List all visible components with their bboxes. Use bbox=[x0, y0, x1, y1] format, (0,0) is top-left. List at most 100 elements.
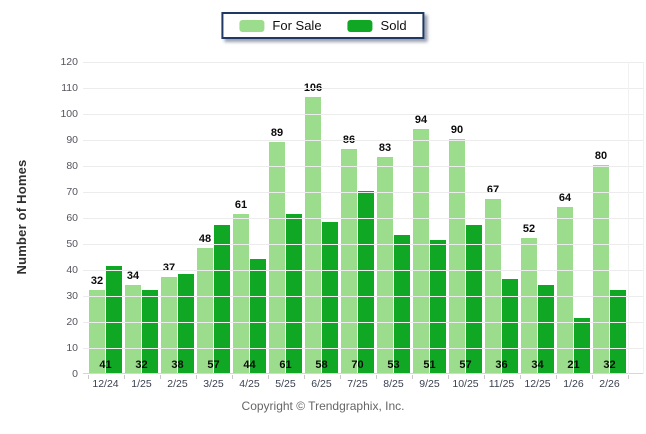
x-axis-tick-label: 3/25 bbox=[203, 378, 224, 390]
bar-value-label-for-sale: 37 bbox=[162, 261, 176, 274]
y-axis-tick-label: 100 bbox=[60, 108, 78, 120]
bar-sold bbox=[610, 289, 626, 373]
legend-item-label: Sold bbox=[380, 18, 407, 33]
bar-value-label-sold: 32 bbox=[135, 359, 148, 371]
x-axis-tick-mark bbox=[87, 375, 89, 379]
bar-groups-container: 32 41 12/24 34 32 1/25 37 38 2/25 48 57 3/25 61 44 4/2… bbox=[89, 61, 629, 390]
y-axis-tick-label: 20 bbox=[66, 316, 78, 328]
gridline bbox=[83, 270, 644, 271]
bar-value-label-sold: 41 bbox=[99, 359, 112, 371]
gridline bbox=[83, 88, 644, 89]
y-axis-tick-label: 10 bbox=[66, 342, 78, 354]
bar-value-label-sold: 61 bbox=[279, 359, 292, 371]
y-axis-tick-label: 120 bbox=[60, 56, 78, 68]
x-axis-tick-mark bbox=[375, 375, 377, 379]
x-axis-tick-mark bbox=[519, 375, 521, 379]
bar-sold bbox=[574, 318, 590, 373]
y-axis-tick-label: 50 bbox=[66, 238, 78, 250]
x-axis-tick-mark bbox=[339, 375, 341, 379]
bar-for-sale bbox=[485, 198, 501, 373]
bar-value-label-for-sale: 61 bbox=[234, 199, 248, 212]
bar-group: 61 44 4/25 bbox=[233, 61, 266, 390]
bar-value-label-for-sale: 64 bbox=[558, 191, 572, 204]
x-axis-tick-label: 12/24 bbox=[92, 378, 119, 390]
bar-sold bbox=[502, 279, 518, 373]
y-axis-tick-label: 60 bbox=[66, 212, 78, 224]
bar-group: 64 21 1/26 bbox=[557, 61, 590, 390]
bar-value-label-sold: 44 bbox=[243, 359, 256, 371]
bar-value-label-sold: 36 bbox=[495, 359, 508, 371]
x-axis-tick-label: 7/25 bbox=[347, 378, 368, 390]
gridline bbox=[83, 218, 644, 219]
legend-swatch-icon bbox=[347, 19, 373, 32]
bar-for-sale bbox=[125, 284, 141, 373]
x-axis-tick-mark bbox=[267, 375, 269, 379]
x-axis-tick-mark bbox=[159, 375, 161, 379]
x-axis-tick-label: 10/25 bbox=[452, 378, 479, 390]
bar-for-sale bbox=[197, 248, 213, 373]
bar-for-sale bbox=[305, 97, 321, 373]
gridline bbox=[83, 296, 644, 297]
bar-value-label-sold: 34 bbox=[531, 359, 544, 371]
x-axis-tick-label: 2/25 bbox=[167, 378, 188, 390]
x-axis-tick-label: 4/25 bbox=[239, 378, 260, 390]
bar-group: 48 57 3/25 bbox=[197, 61, 230, 390]
gridline bbox=[83, 140, 644, 141]
bar-value-label-for-sale: 90 bbox=[450, 124, 464, 136]
bar-value-label-sold: 57 bbox=[207, 359, 220, 371]
bar-group: 32 41 12/24 bbox=[89, 61, 122, 390]
y-axis-tick-label: 70 bbox=[66, 186, 78, 198]
x-axis-tick-label: 6/25 bbox=[311, 378, 332, 390]
x-axis-tick-mark bbox=[303, 375, 305, 379]
gridline bbox=[83, 192, 644, 193]
bar-for-sale bbox=[449, 139, 465, 373]
x-axis-tick-label: 12/25 bbox=[524, 378, 551, 390]
bar-sold bbox=[214, 224, 230, 373]
bar-group: 67 36 11/25 bbox=[485, 61, 518, 390]
bar-group: 94 51 9/25 bbox=[413, 61, 446, 390]
bar-for-sale bbox=[89, 289, 105, 373]
bar-value-label-for-sale: 52 bbox=[522, 222, 536, 235]
gridline bbox=[83, 166, 644, 167]
bar-value-label-for-sale: 80 bbox=[594, 150, 608, 162]
bar-sold bbox=[250, 258, 266, 373]
x-axis-tick-mark bbox=[411, 375, 413, 379]
gridline bbox=[83, 348, 644, 349]
legend-item-label: For Sale bbox=[272, 18, 322, 33]
bar-for-sale bbox=[377, 157, 393, 373]
bar-group: 86 70 7/25 bbox=[341, 61, 374, 390]
plot-area: 32 41 12/24 34 32 1/25 37 38 2/25 48 57 3/25 61 44 4/2… bbox=[83, 61, 644, 390]
bar-value-label-sold: 58 bbox=[315, 359, 328, 371]
x-axis-tick-mark bbox=[555, 375, 557, 379]
y-axis-tick-label: 110 bbox=[61, 82, 78, 94]
x-axis-tick-mark bbox=[195, 375, 197, 379]
bar-group: 37 38 2/25 bbox=[161, 61, 194, 390]
bar-for-sale bbox=[341, 149, 357, 373]
x-axis-tick-label: 1/26 bbox=[563, 378, 584, 390]
plot-edge-line bbox=[643, 62, 644, 374]
bar-for-sale bbox=[521, 237, 537, 373]
bar-value-label-sold: 32 bbox=[603, 359, 616, 371]
x-axis-tick-mark bbox=[123, 375, 125, 379]
x-axis-tick-label: 9/25 bbox=[419, 378, 440, 390]
bar-sold bbox=[430, 240, 446, 373]
bar-value-label-for-sale: 32 bbox=[90, 274, 104, 287]
bar-group: 89 61 5/25 bbox=[269, 61, 302, 390]
footer-copyright: Copyright © Trendgraphix, Inc. bbox=[241, 399, 405, 413]
bar-group: 83 53 8/25 bbox=[377, 61, 410, 390]
bar-value-label-sold: 51 bbox=[423, 359, 436, 371]
x-axis-tick-mark bbox=[231, 375, 233, 379]
bar-for-sale bbox=[269, 141, 285, 373]
bar-sold bbox=[286, 214, 302, 373]
bar-value-label-sold: 21 bbox=[567, 359, 580, 371]
x-axis-tick-label: 5/25 bbox=[275, 378, 296, 390]
y-axis-tick-label: 40 bbox=[66, 264, 78, 276]
y-axis-tick-label: 30 bbox=[66, 290, 78, 302]
bar-for-sale bbox=[593, 165, 609, 373]
bar-value-label-sold: 38 bbox=[171, 359, 184, 371]
bar-value-label-for-sale: 67 bbox=[486, 183, 500, 196]
bar-group: 80 32 2/26 bbox=[593, 61, 626, 390]
bar-value-label-sold: 70 bbox=[351, 359, 364, 371]
y-axis-tick-label: 90 bbox=[66, 134, 78, 146]
plot-edge-line bbox=[627, 62, 629, 374]
